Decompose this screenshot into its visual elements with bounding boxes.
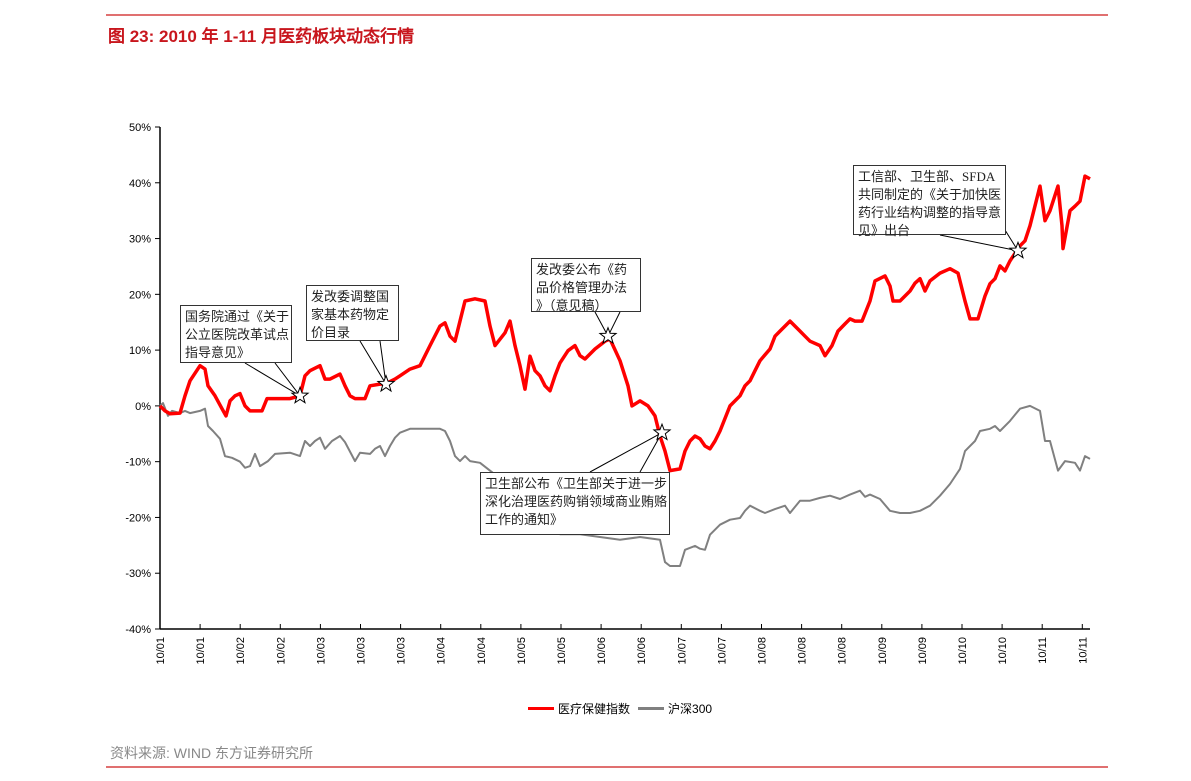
annotation-text-line: 见》出台: [858, 223, 911, 238]
x-tick-label: 10/02: [235, 637, 247, 665]
star-marker: [1008, 240, 1028, 259]
annotation-leader: [589, 431, 664, 473]
y-tick-label: 30%: [129, 234, 151, 246]
x-tick-label: 10/11: [1077, 637, 1089, 664]
star-marker: [376, 374, 396, 393]
annotation-box: 发改委公布《药 品价格管理办法 》（意见稿）: [531, 258, 641, 313]
star-marker: [290, 385, 310, 404]
x-tick-label: 10/11: [1037, 637, 1049, 664]
annotation-text-line: 品价格管理办法: [536, 280, 628, 295]
y-tick-label: -10%: [125, 457, 151, 469]
x-tick-label: 10/10: [957, 637, 969, 665]
annotation-text-line: 药行业结构调整的指导意: [858, 205, 1002, 220]
star-marker: [652, 422, 672, 441]
y-tick-label: -20%: [125, 512, 151, 524]
y-tick-label: 20%: [129, 289, 151, 301]
y-tick-label: -30%: [125, 568, 151, 580]
chart-title: 图 23: 2010 年 1-11 月医药板块动态行情: [108, 27, 415, 46]
x-tick-label: 10/03: [396, 637, 408, 665]
x-tick-label: 10/04: [436, 637, 448, 665]
annotation-text-line: 指导意见》: [185, 345, 251, 360]
x-tick-label: 10/06: [596, 637, 608, 665]
legend-swatch-healthcare: [528, 707, 554, 710]
star-marker: [598, 326, 618, 345]
annotation-box: 卫生部公布《卫生部关于进一步 深化治理医药购销领域商业贿赂 工作的通知》: [480, 472, 670, 535]
annotation-text-line: 发改委公布《药: [536, 262, 628, 277]
x-tick-label: 10/05: [516, 637, 528, 665]
series-line-hs300: [159, 402, 1091, 567]
annotation-leader: [244, 362, 301, 397]
y-tick-label: 0%: [135, 401, 151, 413]
annotation-text-line: 深化治理医药购销领域商业贿赂: [485, 494, 668, 509]
x-tick-label: 10/08: [757, 637, 769, 665]
x-tick-label: 10/06: [636, 637, 648, 665]
x-tick-label: 10/07: [676, 637, 688, 665]
annotation-text-line: 工信部、卫生部、SFDA: [858, 169, 996, 184]
annotation-text-line: 家基本药物定: [311, 307, 390, 322]
y-tick-label: 10%: [129, 345, 151, 357]
top-rule: [106, 14, 1108, 16]
annotation-box: 发改委调整国 家基本药物定 价目录: [306, 285, 399, 341]
y-tick-label: 40%: [129, 178, 151, 190]
x-tick-label: 10/01: [155, 637, 167, 665]
annotation-text-line: 发改委调整国: [311, 289, 390, 304]
x-tick-label: 10/08: [797, 637, 809, 665]
legend-swatch-hs300: [638, 707, 665, 710]
x-tick-label: 10/09: [917, 637, 929, 665]
x-tick-label: 10/03: [356, 637, 368, 665]
annotation-text-line: 》（意见稿）: [536, 298, 608, 313]
annotation-text-line: 卫生部公布《卫生部关于进一步: [485, 476, 668, 491]
series-line-healthcare: [158, 174, 1091, 473]
x-tick-label: 10/04: [476, 637, 488, 665]
annotation-text-line: 共同制定的《关于加快医: [858, 187, 1002, 202]
x-tick-label: 10/02: [275, 637, 287, 665]
annotation-box: 工信部、卫生部、SFDA 共同制定的《关于加快医 药行业结构调整的指导意 见》出台: [853, 165, 1006, 238]
annotation-leader: [359, 340, 387, 385]
annotation-text-line: 国务院通过《关于: [185, 309, 290, 324]
x-tick-label: 10/09: [877, 637, 889, 665]
legend-label-healthcare: 医疗保健指数: [558, 702, 631, 716]
source-note: 资料来源: WIND 东方证券研究所: [110, 745, 313, 761]
x-tick-label: 10/01: [195, 637, 207, 665]
annotation-text-line: 价目录: [311, 325, 351, 340]
y-tick-label: 50%: [129, 122, 151, 134]
x-tick-label: 10/03: [315, 637, 327, 665]
legend-label-hs300: 沪深300: [668, 702, 713, 716]
annotation-box: 国务院通过《关于 公立医院改革试点 指导意见》: [180, 305, 292, 363]
x-tick-label: 10/07: [716, 637, 728, 665]
y-tick-label: -40%: [125, 624, 151, 636]
annotation-text-line: 工作的通知》: [485, 512, 564, 527]
x-tick-label: 10/05: [556, 637, 568, 665]
annotation-text-line: 公立医院改革试点: [185, 327, 290, 342]
legend: 医疗保健指数 沪深300: [528, 700, 712, 717]
x-tick-label: 10/08: [837, 637, 849, 665]
bottom-rule: [106, 766, 1108, 768]
x-tick-label: 10/10: [997, 637, 1009, 665]
